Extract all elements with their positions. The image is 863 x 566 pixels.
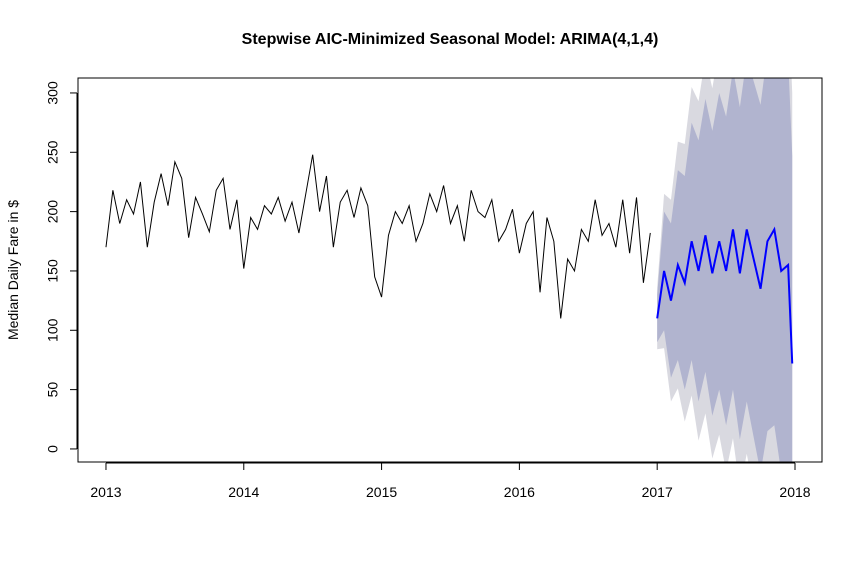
y-tick-label: 300 xyxy=(45,81,61,105)
x-tick-label: 2013 xyxy=(90,484,121,500)
x-tick-label: 2016 xyxy=(504,484,535,500)
x-tick-label: 2015 xyxy=(366,484,397,500)
y-tick-label: 100 xyxy=(45,318,61,342)
x-tick-label: 2018 xyxy=(779,484,810,500)
forecast-band xyxy=(657,78,793,462)
y-axis-label: Median Daily Fare in $ xyxy=(5,200,21,340)
y-tick-label: 50 xyxy=(45,382,61,398)
y-tick-label: 0 xyxy=(45,445,61,453)
y-tick-label: 250 xyxy=(45,140,61,164)
series-line xyxy=(656,226,794,364)
plot-box xyxy=(77,77,823,463)
series-line xyxy=(105,154,651,319)
plot-area xyxy=(105,78,794,462)
chart-title: Stepwise AIC-Minimized Seasonal Model: A… xyxy=(242,31,659,48)
x-tick-label: 2017 xyxy=(642,484,673,500)
y-tick-label: 150 xyxy=(45,259,61,283)
x-tick-label: 2014 xyxy=(228,484,259,500)
y-tick-label: 200 xyxy=(45,200,61,224)
